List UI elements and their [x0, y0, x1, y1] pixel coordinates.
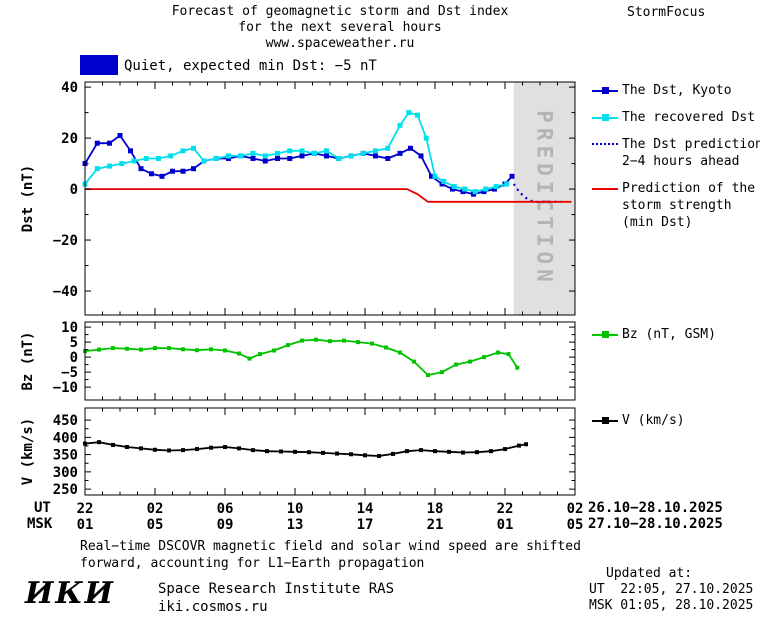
series-prediction-of-the-storm-strength-min-dst- — [85, 188, 572, 203]
svg-text:5: 5 — [70, 335, 78, 351]
svg-text:22: 22 — [77, 501, 94, 517]
note-line-1: Real−time DSCOVR magnetic field and sola… — [80, 539, 581, 554]
legend-item-dst-kyoto: The Dst, Kyoto — [592, 82, 732, 99]
prediction-band — [513, 82, 575, 315]
svg-text:06: 06 — [217, 501, 234, 517]
page-title: Forecast of geomagnetic storm and Dst in… — [120, 4, 560, 52]
svg-text:02: 02 — [567, 501, 584, 517]
panel-frame — [84, 407, 576, 496]
svg-text:09: 09 — [217, 517, 234, 533]
svg-text:13: 13 — [287, 517, 304, 533]
svg-text:40: 40 — [61, 80, 78, 96]
updated-at-label: Updated at: — [606, 566, 693, 581]
svg-text:05: 05 — [147, 517, 164, 533]
svg-text:02: 02 — [147, 501, 164, 517]
svg-text:22: 22 — [497, 501, 514, 517]
series-the-dst-kyoto — [84, 134, 513, 196]
svg-text:10: 10 — [61, 320, 78, 336]
panel-frame — [84, 321, 576, 401]
svg-text:01: 01 — [497, 517, 514, 533]
v-axis-title: V (km/s) — [20, 418, 36, 485]
svg-text:400: 400 — [53, 430, 78, 446]
legend-label-bz: Bz (nT, GSM) — [622, 327, 716, 342]
legend-label-prediction-1: The Dst prediction — [622, 137, 760, 152]
storm-level-swatch — [80, 55, 118, 75]
series-v-km-s- — [84, 441, 527, 457]
svg-text:10: 10 — [287, 501, 304, 517]
dst-kyoto-marker-icon — [592, 86, 618, 95]
series-bz-nt-gsm- — [84, 338, 519, 377]
svg-text:05: 05 — [567, 517, 584, 533]
svg-text:17: 17 — [357, 517, 374, 533]
legend-label-dst-kyoto: The Dst, Kyoto — [622, 83, 732, 98]
dotted-prediction-marker-icon — [592, 140, 618, 149]
bz-marker-icon — [592, 330, 618, 339]
brand-stormfocus: StormFocus — [627, 5, 706, 20]
svg-text:0: 0 — [70, 182, 78, 198]
legend-label-strength-2: storm strength — [622, 198, 732, 213]
ut-date-range: 26.10−28.10.2025 — [588, 500, 723, 516]
legend-label-v: V (km/s) — [622, 413, 685, 428]
svg-text:21: 21 — [427, 517, 444, 533]
bz-axis-title: Bz (nT) — [20, 331, 36, 390]
svg-text:20: 20 — [61, 131, 78, 147]
svg-text:250: 250 — [53, 482, 78, 498]
v-marker-icon — [592, 416, 618, 425]
updated-ut: UT 22:05, 27.10.2025 — [589, 582, 754, 597]
legend-item-prediction: The Dst prediction 2−4 hours ahead — [592, 136, 760, 170]
legend-label-recovered: The recovered Dst — [622, 110, 756, 125]
msk-date-range: 27.10−28.10.2025 — [588, 516, 723, 532]
note-line-2: forward, accounting for L1−Earth propaga… — [80, 556, 425, 571]
legend-item-v: V (km/s) — [592, 412, 685, 429]
legend-item-bz: Bz (nT, GSM) — [592, 326, 716, 343]
svg-text:01: 01 — [77, 517, 94, 533]
legend-label-strength-3: (min Dst) — [622, 215, 693, 230]
institute-site: iki.cosmos.ru — [158, 599, 268, 615]
legend-item-recovered: The recovered Dst — [592, 109, 755, 126]
title-url: www.spaceweather.ru — [265, 36, 415, 51]
prediction-band-label: PREDICTION — [532, 110, 556, 286]
legend-label-prediction-2: 2−4 hours ahead — [622, 154, 740, 169]
svg-text:14: 14 — [357, 501, 374, 517]
title-line-2: for the next several hours — [238, 20, 442, 35]
svg-text:0: 0 — [70, 350, 78, 366]
ut-axis-label: UT — [34, 500, 51, 516]
svg-text:−40: −40 — [53, 284, 78, 300]
recovered-dst-marker-icon — [592, 113, 618, 122]
institute-name: Space Research Institute RAS — [158, 581, 395, 597]
legend-label-strength-1: Prediction of the — [622, 181, 756, 196]
svg-text:350: 350 — [53, 448, 78, 464]
svg-text:−20: −20 — [53, 233, 78, 249]
svg-text:−5: −5 — [61, 365, 78, 381]
storm-status-label: Quiet, expected min Dst: −5 nT — [124, 58, 377, 74]
svg-text:18: 18 — [427, 501, 444, 517]
svg-text:300: 300 — [53, 465, 78, 481]
red-line-marker-icon — [592, 184, 618, 193]
iki-logo: ИКИ — [25, 576, 115, 611]
title-line-1: Forecast of geomagnetic storm and Dst in… — [171, 4, 509, 19]
dst-panel: PREDICTION 40 20 0 −20 −40 Dst (nT) — [20, 80, 576, 316]
msk-axis-label: MSK — [27, 516, 53, 532]
svg-text:450: 450 — [53, 413, 78, 429]
dst-axis-title: Dst (nT) — [20, 165, 36, 232]
updated-msk: MSK 01:05, 28.10.2025 — [589, 598, 754, 613]
panel-frame — [84, 81, 576, 316]
svg-text:−10: −10 — [53, 380, 78, 396]
legend-item-strength: Prediction of the storm strength (min Ds… — [592, 180, 755, 231]
